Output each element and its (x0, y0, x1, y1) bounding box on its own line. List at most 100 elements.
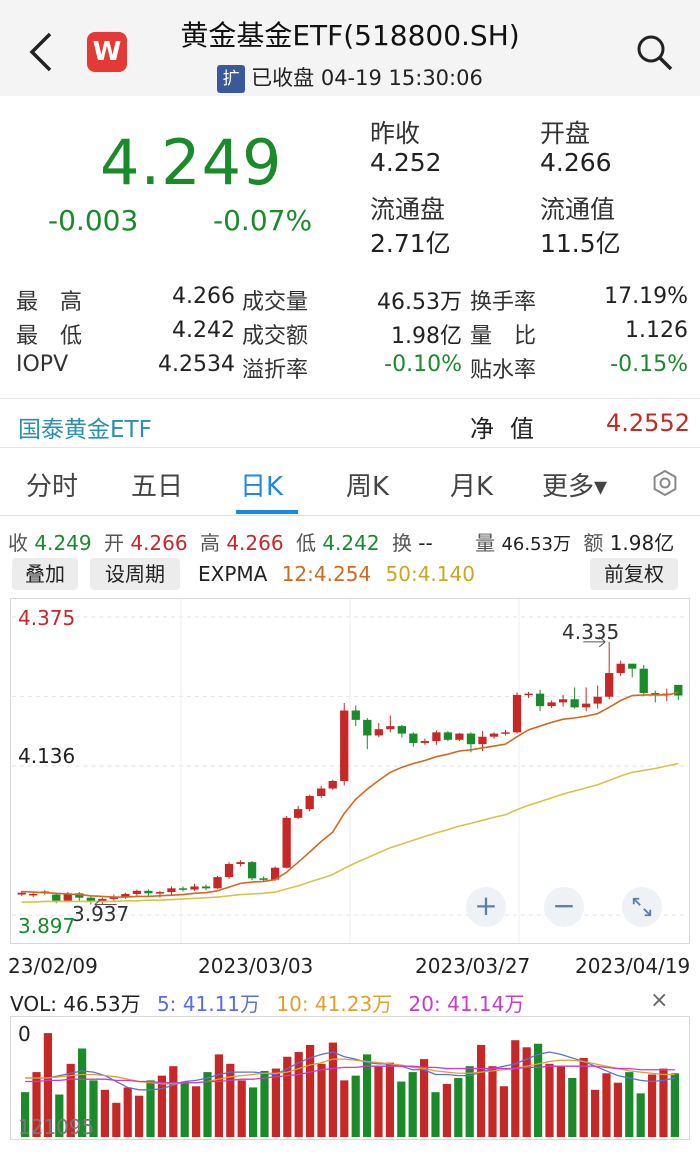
volume-bar (511, 1040, 520, 1138)
set-period-button[interactable]: 设周期 (90, 558, 180, 590)
candle-up (109, 897, 119, 899)
volume-bar (465, 1066, 474, 1138)
candle-up (432, 732, 441, 742)
expand-badge[interactable]: 扩 (217, 65, 246, 93)
candle-down (466, 733, 476, 745)
candle-down (178, 888, 188, 890)
volume-bar (328, 1042, 338, 1138)
candle-down (351, 710, 360, 720)
close-icon[interactable]: × (650, 988, 669, 1013)
volume-bar (659, 1068, 668, 1138)
volume-bar (351, 1075, 360, 1138)
fullscreen-button[interactable] (622, 887, 662, 927)
expma-12-value: 12:4.254 (281, 562, 372, 586)
ema50-line (21, 762, 679, 903)
kline-amt-value: 1.98亿 (609, 531, 675, 555)
volume-value: 46.53万 (377, 290, 462, 315)
candle-up (121, 893, 130, 898)
tab-weekly-k[interactable]: 周K (346, 472, 390, 502)
gear-icon[interactable] (652, 470, 678, 496)
x-label-mar-27: 2023/03/27 (415, 954, 531, 978)
open-value: 4.266 (540, 148, 612, 177)
fund-name[interactable]: 国泰黄金ETF (18, 417, 152, 443)
volume-bar (419, 1059, 429, 1138)
volume-bar (157, 1075, 167, 1138)
volume-bar (249, 1087, 258, 1138)
tab-intraday[interactable]: 分时 (26, 472, 79, 502)
tab-daily-k[interactable]: 日K (240, 472, 284, 502)
candle-up (98, 898, 107, 903)
kline-close-label: 收 (8, 531, 28, 555)
volume-bar (146, 1080, 155, 1138)
y-axis-bottom-label: 3.897 (18, 914, 76, 938)
candle-up (17, 892, 26, 895)
page-title: 黄金基金ETF(518800.SH) (180, 19, 520, 52)
volume-bar (89, 1080, 98, 1138)
header-bar: W 黄金基金ETF(518800.SH) 扩已收盘 04-19 15:30:06 (0, 0, 700, 96)
candle-up (29, 893, 38, 896)
candle-down (443, 732, 453, 740)
candle-up (501, 732, 510, 734)
tab-more[interactable]: 更多▾ (542, 472, 608, 502)
volume-bar (522, 1047, 531, 1138)
low-annotation-label: 3.937 (72, 902, 130, 926)
discount-value: -0.15% (610, 352, 688, 377)
expand-arrows-icon (632, 897, 652, 917)
forward-adjust-button[interactable]: 前复权 (590, 558, 678, 590)
candle-down (363, 719, 372, 736)
candle-down (201, 886, 211, 889)
kline-vol-label: 量 (475, 531, 496, 555)
close-status-text: 已收盘 04-19 15:30:06 (251, 66, 483, 90)
candlestick-chart[interactable] (10, 598, 690, 944)
candle-up (455, 733, 464, 740)
tab-five-day[interactable]: 五日 (131, 472, 184, 502)
expma-legend: EXPMA 12:4.254 50:4.140 (198, 562, 483, 586)
volume-bar (55, 1094, 64, 1138)
kline-open-value: 4.266 (130, 531, 188, 555)
candle-down (397, 726, 406, 734)
volume-bar (21, 1092, 30, 1138)
zoom-out-button[interactable]: − (544, 887, 584, 927)
volume-bar (499, 1086, 508, 1138)
open-label: 开盘 (540, 119, 591, 148)
volume-bar (123, 1087, 132, 1138)
x-label-apr-19: 2023/04/19 (575, 954, 691, 978)
volume-bar (260, 1070, 269, 1138)
chart-period-tabs: 分时 五日 日K 周K 月K 更多▾ (0, 452, 700, 516)
candle-up (294, 809, 303, 818)
zoom-in-button[interactable]: + (466, 887, 506, 927)
volume-bar (397, 1081, 406, 1138)
volume-chart[interactable] (10, 1016, 690, 1140)
app-logo[interactable]: W (87, 32, 127, 72)
volume-bar (602, 1073, 611, 1138)
prev-close-value: 4.252 (370, 148, 442, 177)
candle-up (213, 877, 222, 889)
y-axis-mid-label: 4.136 (18, 744, 76, 768)
back-arrow-icon[interactable] (22, 30, 62, 74)
volume-label: 成交量 (242, 290, 309, 315)
kline-turn-label: 换 (391, 531, 412, 555)
tab-monthly-k[interactable]: 月K (450, 472, 494, 502)
volume-bar (66, 1063, 75, 1138)
fund-nav-bar[interactable]: 国泰黄金ETF 净值 4.2552 (0, 398, 700, 448)
high-label: 最 高 (16, 290, 83, 315)
volume-bar (431, 1092, 440, 1138)
high-arrow-head-a (598, 636, 606, 643)
candle-down (628, 663, 637, 669)
kline-high-label: 高 (199, 531, 220, 555)
volume-bar (283, 1056, 292, 1138)
volume-bar (476, 1044, 486, 1138)
volume-legend: VOL: 46.53万 5: 41.11万 10: 41.23万 20: 41.… (10, 988, 700, 1017)
overlay-button[interactable]: 叠加 (12, 558, 78, 590)
candle-down (86, 897, 95, 903)
candle-up (224, 863, 234, 878)
vol-ratio-value: 1.126 (625, 318, 688, 343)
volume-bar (271, 1068, 281, 1138)
vol-axis-bottom: 121095 (18, 1115, 95, 1139)
volume-bar (454, 1078, 463, 1138)
volume-bar (385, 1062, 395, 1138)
float-value-label: 流通值 (540, 195, 616, 224)
price-change-pct: -0.07% (213, 204, 313, 237)
volume-bar (180, 1081, 189, 1138)
search-icon[interactable] (634, 32, 674, 72)
